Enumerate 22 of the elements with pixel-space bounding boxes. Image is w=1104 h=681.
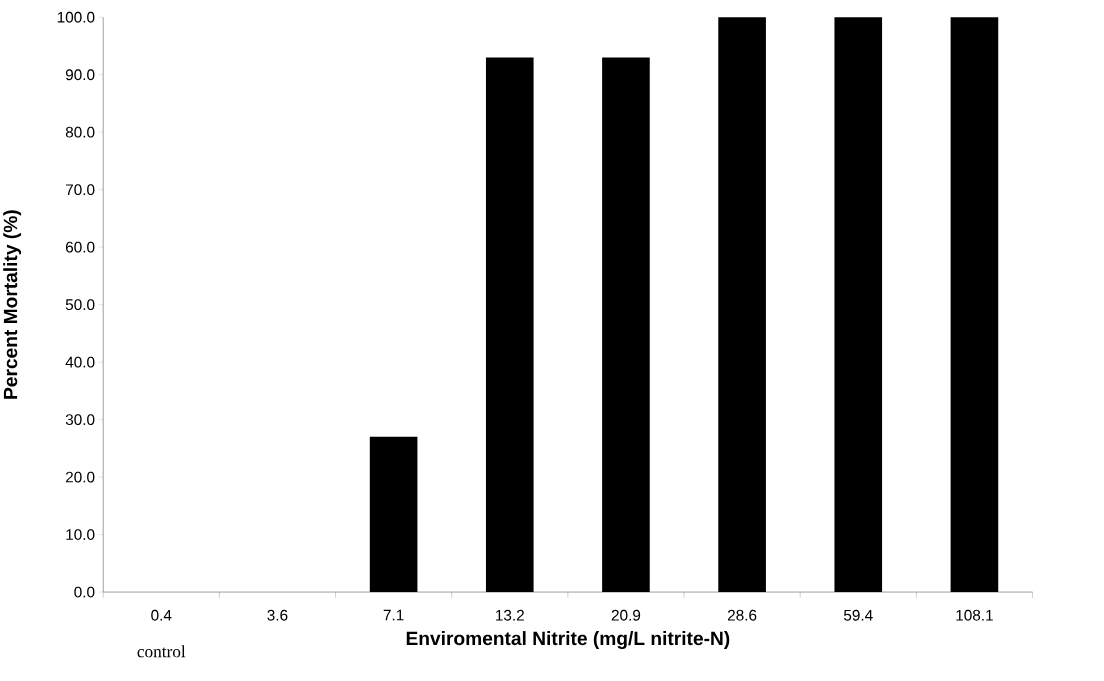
y-tick-label: 30.0 <box>65 414 95 425</box>
y-tick-label: 90.0 <box>65 69 95 81</box>
x-tick-label: 108.1 <box>956 609 993 621</box>
x-tick-label: 28.6 <box>727 609 757 621</box>
x-tick-label: 13.2 <box>496 609 524 621</box>
y-tick-label: 100.0 <box>57 11 95 23</box>
x-tick-label: 59.4 <box>843 609 873 621</box>
x-tick-label: 20.9 <box>611 609 641 621</box>
y-tick-label: 20.0 <box>65 471 95 483</box>
y-axis-title: Percent Mortality (%) <box>3 210 22 399</box>
y-tick-label: 60.0 <box>65 241 95 253</box>
x-axis-title: Enviromental Nitrite (mg/L nitrite-N) <box>406 631 730 649</box>
y-tick-label: 70.0 <box>65 184 95 196</box>
y-tick-label: 50.0 <box>65 299 95 310</box>
y-tick-label: 40.0 <box>65 356 95 368</box>
y-tick-label: 10.0 <box>66 529 95 540</box>
x-tick-label: 3.6 <box>267 609 288 621</box>
x-tick-label: 0.4 <box>151 609 172 621</box>
y-tick-label: 0.0 <box>74 586 95 598</box>
text: control <box>137 645 186 658</box>
y-tick-label: 80.0 <box>65 126 95 138</box>
x-tick-label: 7.1 <box>383 609 404 621</box>
